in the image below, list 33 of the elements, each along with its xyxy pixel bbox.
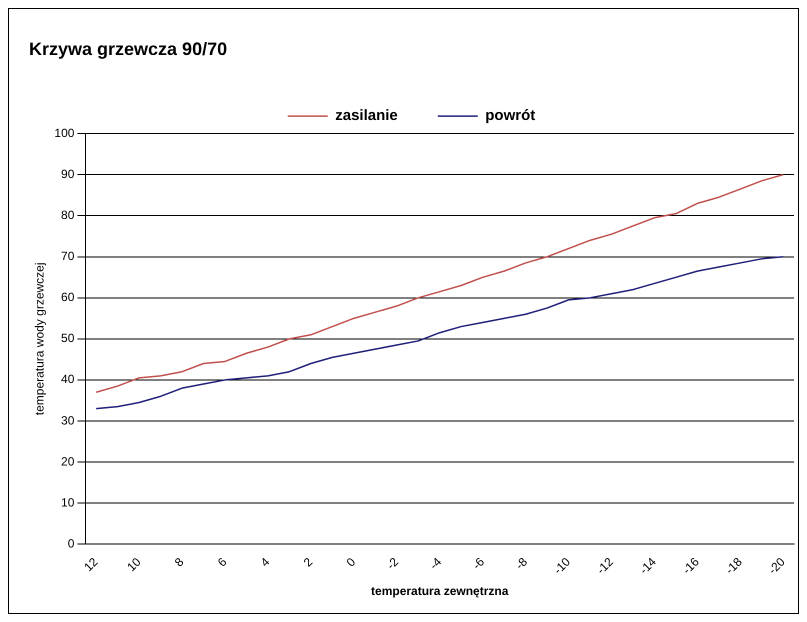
- legend-label: zasilanie: [335, 107, 398, 124]
- x-tick-label: -6: [470, 554, 488, 572]
- x-tick-label: -12: [594, 554, 616, 577]
- x-tick-label: 12: [81, 554, 101, 574]
- y-tick-label: 50: [61, 331, 75, 346]
- y-tick-label: 60: [61, 290, 75, 304]
- x-tick-label: 8: [172, 554, 187, 570]
- x-tick-label: -4: [426, 554, 444, 572]
- legend-label: powrót: [485, 107, 536, 124]
- y-tick-label: 70: [61, 249, 75, 264]
- y-tick-label: 40: [61, 372, 75, 386]
- x-tick-label: 2: [300, 554, 316, 570]
- x-tick-label: 4: [258, 554, 273, 570]
- x-tick-label: -2: [384, 554, 402, 572]
- x-tick-label: -14: [636, 554, 660, 577]
- x-tick-label: -10: [550, 554, 574, 577]
- y-tick-label: 20: [61, 454, 75, 468]
- x-tick-label: -8: [512, 554, 530, 572]
- y-tick-label: 0: [68, 536, 75, 550]
- x-tick-label: 0: [344, 554, 359, 570]
- x-tick-label: 6: [214, 554, 230, 570]
- x-tick-label: -18: [722, 554, 746, 577]
- y-tick-label: 90: [61, 166, 75, 181]
- y-tick-label: 100: [54, 126, 75, 140]
- y-axis-title: temperatura wody grzewczej: [32, 262, 47, 416]
- y-tick-label: 80: [61, 208, 75, 222]
- y-tick-label: 10: [61, 495, 75, 510]
- x-axis-title: temperatura zewnętrzna: [371, 584, 509, 598]
- chart-title: Krzywa grzewcza 90/70: [29, 38, 228, 59]
- x-tick-label: 10: [124, 554, 144, 574]
- y-tick-label: 30: [61, 413, 75, 428]
- x-tick-label: -16: [680, 554, 702, 577]
- x-tick-label: -20: [766, 554, 788, 577]
